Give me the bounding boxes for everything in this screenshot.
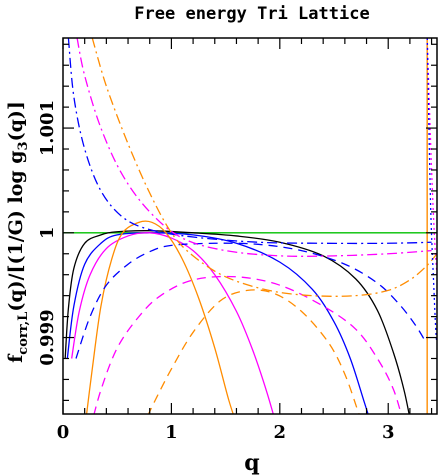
plot-frame xyxy=(62,37,438,415)
x-axis-label: q xyxy=(244,450,259,476)
y-label-subscript-1: corr,L xyxy=(16,312,31,355)
series-line-1 xyxy=(64,230,410,414)
x-tick-label: 0 xyxy=(57,422,70,443)
y-label-subscript-2: 3 xyxy=(16,141,31,150)
y-label-main: f xyxy=(5,353,27,363)
series-line-7 xyxy=(147,289,360,414)
plot-area xyxy=(63,38,437,414)
series-line-3 xyxy=(71,232,274,414)
series-line-8 xyxy=(67,38,432,245)
x-tick-label: 2 xyxy=(274,422,287,443)
series-line-9 xyxy=(76,38,432,257)
axis-ticks: 0 1 2 3 0.999 1 1.001 xyxy=(37,38,437,443)
series-line-4 xyxy=(85,220,234,414)
series-line-2 xyxy=(66,232,369,414)
y-axis-label: fcorr,L(q)/[(1/G) log g3(q)] xyxy=(5,101,31,363)
series-line-5 xyxy=(75,242,427,359)
y-tick-label: 1 xyxy=(37,227,58,240)
y-label-tail: (q)] xyxy=(5,101,27,141)
x-tick-label: 1 xyxy=(165,422,178,443)
series-line-10 xyxy=(91,38,437,297)
y-tick-label: 0.999 xyxy=(37,309,58,365)
y-label-middle: (q)/[(1/G) log g xyxy=(5,150,27,311)
x-tick-label: 3 xyxy=(382,422,395,443)
series-line-6 xyxy=(93,275,402,414)
series-line-12 xyxy=(426,38,437,343)
y-tick-label: 1.001 xyxy=(37,100,58,156)
chart-title: Free energy Tri Lattice xyxy=(134,4,369,24)
